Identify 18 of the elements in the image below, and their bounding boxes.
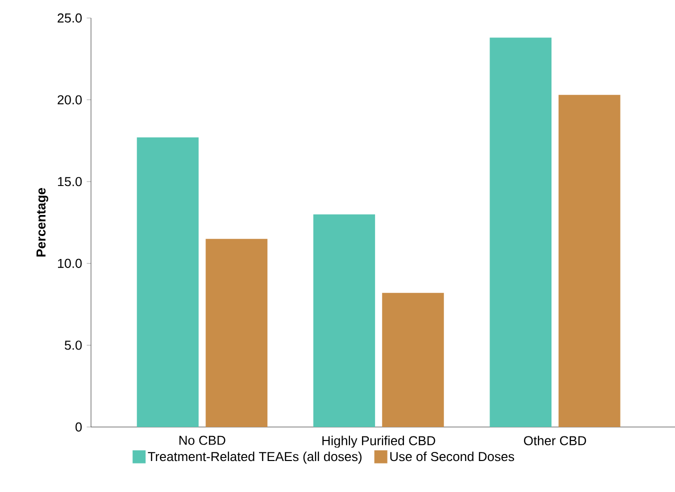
- y-tick-label: 15.0: [58, 177, 82, 186]
- bar: [558, 94, 620, 427]
- x-tick-label: No CBD: [179, 436, 226, 445]
- bar: [313, 214, 376, 427]
- x-tick-label: Highly Purified CBD: [322, 436, 436, 448]
- bar: [206, 238, 268, 427]
- y-axis-title: Percentage: [36, 188, 48, 257]
- y-tick-label: 20.0: [58, 95, 82, 104]
- x-tick-label: Other CBD: [524, 436, 586, 446]
- bar: [382, 292, 444, 427]
- y-tick-label: 25.0: [58, 13, 82, 23]
- y-tick-label: 10.0: [58, 258, 82, 268]
- legend-label: Treatment-Related TEAEs (all doses): [148, 452, 362, 464]
- bar: [490, 38, 552, 427]
- y-tick-label: 5.0: [64, 340, 82, 350]
- bar: [136, 137, 199, 427]
- y-tick-label: 0: [76, 422, 82, 432]
- legend-label: Use of Second Doses: [390, 452, 514, 462]
